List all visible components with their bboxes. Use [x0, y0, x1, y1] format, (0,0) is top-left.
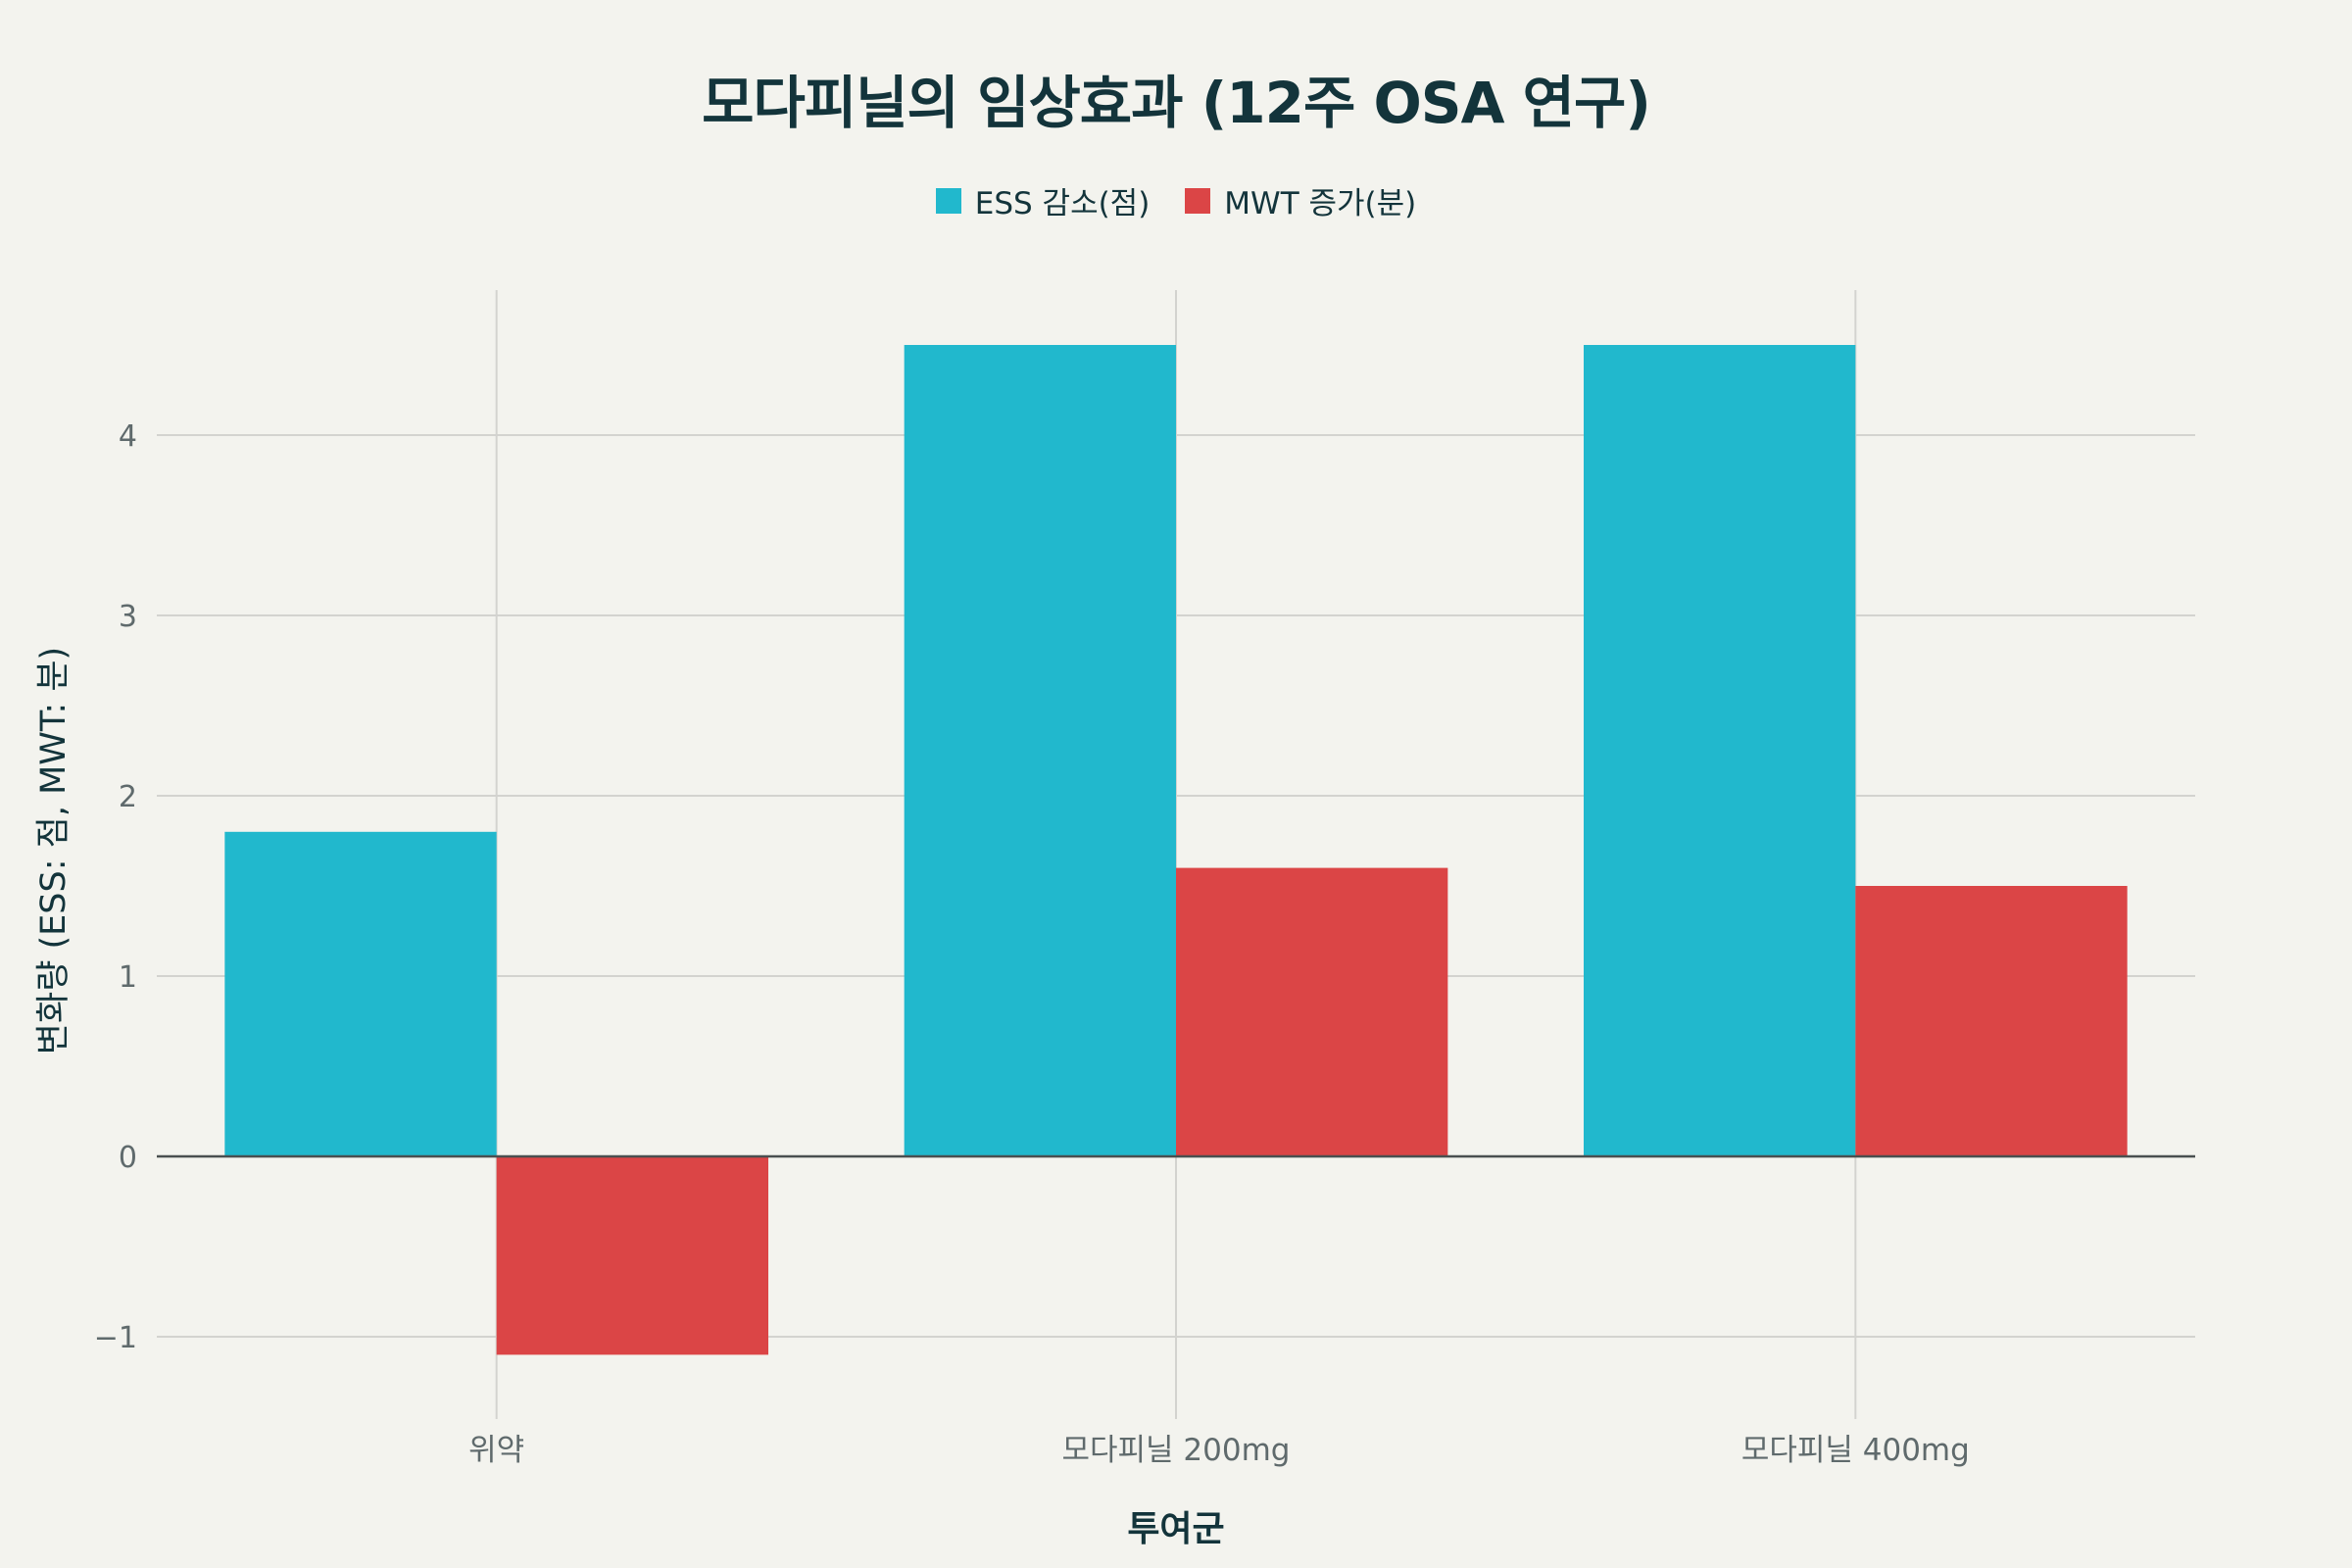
legend-swatch-mwt — [1185, 187, 1211, 214]
bar-mwt-0[interactable] — [496, 1156, 768, 1355]
y-tick-label: −1 — [94, 1321, 137, 1355]
legend-label-mwt: MWT 증가(분) — [1224, 186, 1417, 221]
legend-swatch-ess — [935, 187, 961, 214]
x-tick-label: 모다피닐 200mg — [1062, 1433, 1291, 1468]
y-axis-title: 변화량 (ESS: 점, MWT: 분) — [34, 647, 74, 1054]
axes: −1 0 1 2 3 4 위약 모다피닐 200mg 모다피닐 400mg — [94, 419, 2195, 1468]
y-tick-label: 1 — [119, 960, 137, 995]
bar-ess-2[interactable] — [1584, 345, 1856, 1156]
x-tick-label: 위약 — [468, 1433, 524, 1468]
x-tick-label: 모다피닐 400mg — [1741, 1433, 1970, 1468]
x-axis-title: 투여군 — [1127, 1509, 1224, 1549]
legend-item-ess[interactable]: ESS 감소(점) — [935, 178, 1151, 222]
bar-ess-1[interactable] — [904, 345, 1176, 1156]
bar-mwt-2[interactable] — [1855, 886, 2128, 1156]
legend-item-mwt[interactable]: MWT 증가(분) — [1185, 178, 1416, 222]
y-tick-label: 0 — [119, 1141, 137, 1175]
y-tick-label: 3 — [119, 600, 137, 634]
y-tick-label: 2 — [119, 780, 137, 814]
y-tick-label: 4 — [119, 419, 137, 454]
chart-title: 모다피닐의 임상효과 (12주 OSA 연구) — [702, 70, 1651, 136]
legend: ESS 감소(점) MWT 증가(분) — [0, 178, 2352, 222]
bars — [224, 345, 2128, 1355]
bar-mwt-1[interactable] — [1176, 867, 1448, 1156]
bar-ess-0[interactable] — [224, 831, 497, 1156]
legend-label-ess: ESS 감소(점) — [974, 186, 1151, 221]
